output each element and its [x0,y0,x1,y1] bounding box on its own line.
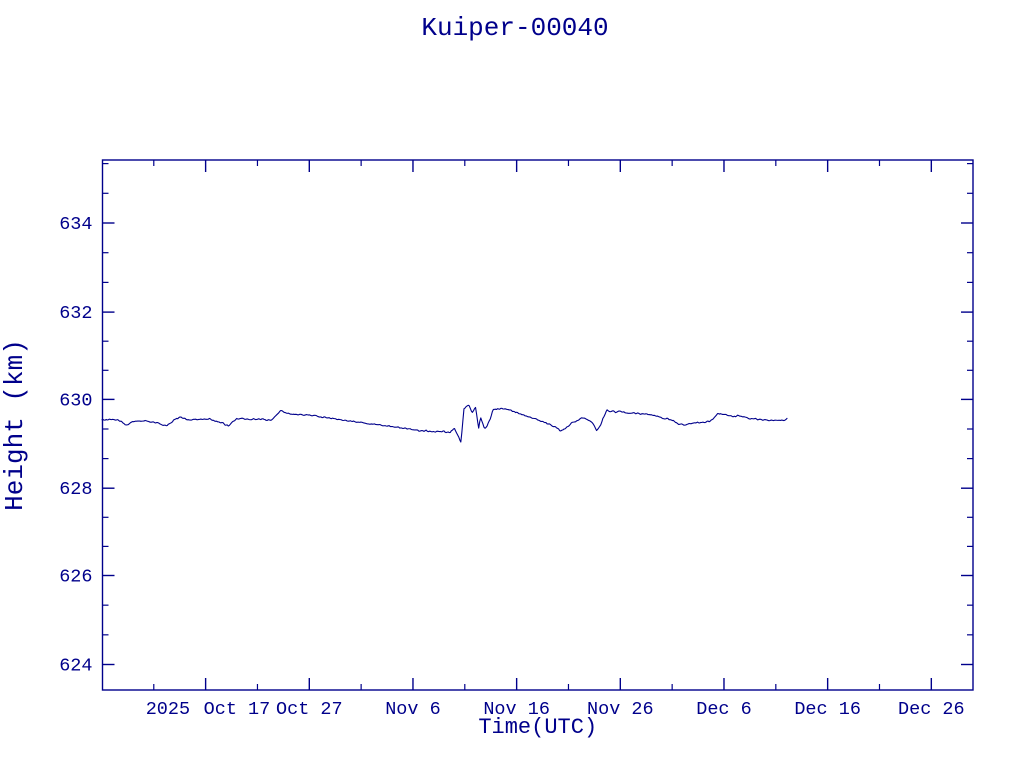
svg-text:Oct 27: Oct 27 [276,699,343,720]
svg-text:626: 626 [59,567,92,588]
svg-text:624: 624 [59,656,92,677]
svg-text:630: 630 [59,390,92,411]
svg-text:Nov 6: Nov 6 [385,699,441,720]
svg-text:Height (km): Height (km) [0,339,30,511]
svg-text:Dec 26: Dec 26 [898,699,965,720]
svg-text:Dec 6: Dec 6 [696,699,752,720]
svg-text:628: 628 [59,479,92,500]
svg-text:Time(UTC): Time(UTC) [478,715,597,740]
svg-text:2025: 2025 [146,699,190,720]
svg-text:Kuiper-00040: Kuiper-00040 [421,13,608,43]
svg-text:632: 632 [59,303,92,324]
svg-text:Dec 16: Dec 16 [794,699,861,720]
svg-text:634: 634 [59,214,92,235]
svg-text:Oct 17: Oct 17 [204,699,271,720]
